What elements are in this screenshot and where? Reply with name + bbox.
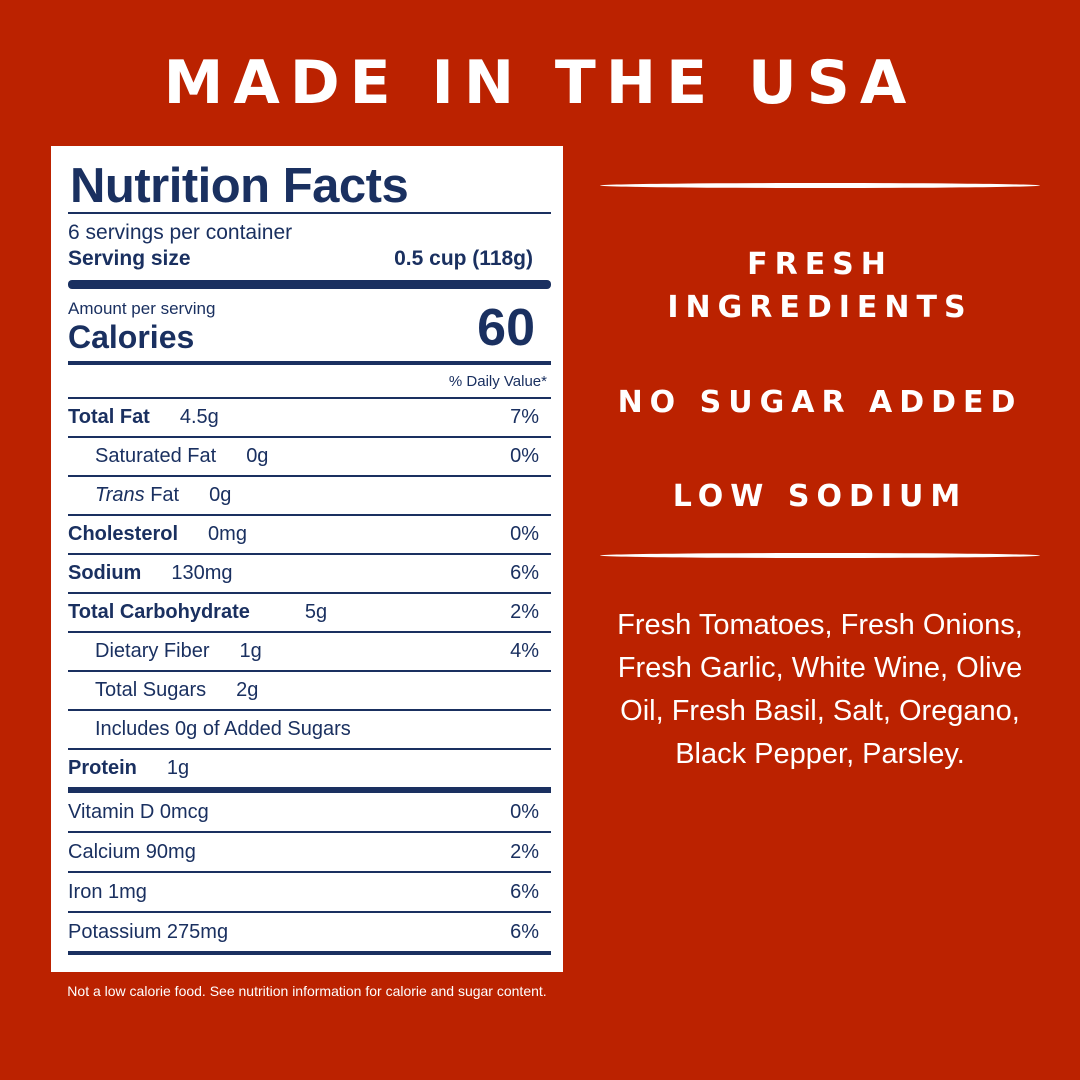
nutrient-name: Total Sugars [95,679,207,701]
vitamin-name: Potassium 275mg [68,920,229,943]
nutrient-name: Total Carbohydrate [68,601,250,623]
nutrient-row-cholesterol: Cholesterol 0mg 0% [68,516,551,555]
vitamin-row: Iron 1mg 6% [68,873,551,913]
vitamin-name: Vitamin D 0mcg [68,800,209,823]
nutrient-name: Total Fat [68,406,150,428]
vitamin-row: Calcium 90mg 2% [68,833,551,873]
nutrient-dv: 0% [510,445,539,467]
divider-medium [68,361,551,365]
nutrient-amount: 2g [236,679,259,701]
label-footnote: Not a low calorie food. See nutrition in… [67,983,547,999]
nutrient-name: Saturated Fat [95,445,217,467]
vitamin-dv: 0% [510,800,539,823]
benefit-no-sugar-added: NO SUGAR ADDED [617,385,1023,420]
amount-per-serving: Amount per serving [68,299,216,318]
ingredients-list: Fresh Tomatoes, Fresh Onions, Fresh Garl… [617,609,1023,770]
benefit-low-sodium: LOW SODIUM [672,479,968,514]
nutrient-row-total-sugars: Total Sugars 2g [68,672,551,711]
nutrient-row-sodium: Sodium 130mg 6% [68,555,551,594]
nutrient-amount: 5g [304,601,328,623]
nutrient-row-total-carbohydrate: Total Carbohydrate 5g 2% [68,594,551,633]
nutrient-row-trans-fat: Trans Fat 0g [68,477,551,516]
nutrient-row-added-sugars: Includes 0g of Added Sugars [68,711,551,750]
benefit-ingredients: INGREDIENTS [667,290,973,325]
nutrient-dv: 6% [510,562,539,584]
serving-size-value: 0.5 cup (118g) [394,247,533,270]
nutrient-row-dietary-fiber: Dietary Fiber 1g 4% [68,633,551,672]
benefit-fresh: FRESH [747,247,893,282]
nutrient-amount: 4.5g [179,406,219,428]
nutrition-facts-title: Nutrition Facts [70,159,409,213]
calories-value: 60 [477,299,535,357]
nutrient-amount: 0mg [208,523,247,545]
nutrient-row-saturated-fat: Saturated Fat 0g 0% [68,438,551,477]
serving-size-row: Serving size 0.5 cup (118g) [68,246,551,272]
nutrient-amount: 0g [246,445,269,467]
vitamin-dv: 2% [510,840,539,863]
vitamin-dv: 6% [510,880,539,903]
divider [68,397,551,399]
nutrient-name: Includes 0g of Added Sugars [95,718,351,740]
nutrient-dv: 7% [510,406,539,428]
vitamin-name: Calcium 90mg [68,840,196,863]
nutrient-row-total-fat: Total Fat 4.5g 7% [68,399,551,438]
nutrient-dv: 2% [510,601,539,623]
nutrient-row-protein: Protein 1g [68,750,551,793]
nutrient-name: Sodium [68,562,142,584]
vitamin-list: Vitamin D 0mcg 0% Calcium 90mg 2% Iron 1… [68,793,551,955]
vitamin-row: Vitamin D 0mcg 0% [68,793,551,833]
brush-divider-bottom [600,553,1040,558]
nutrient-name: Protein [68,757,137,779]
vitamin-dv: 6% [510,920,539,943]
brush-divider-top [600,183,1040,188]
nutrient-name: Cholesterol [68,523,179,545]
nutrient-amount: 1g [166,757,190,779]
nutrient-amount: 1g [239,640,262,662]
calories-label: Calories [68,319,195,355]
calories-block: Amount per serving Calories 60 [68,289,551,361]
nutrient-name-suffix: Fat [144,484,180,506]
vitamin-name: Iron 1mg [68,880,147,903]
nutrient-dv: 4% [510,640,539,662]
headline: MADE IN THE USA [163,48,917,118]
servings-per-container: 6 servings per container [68,221,293,244]
serving-size-label: Serving size [68,247,191,270]
nutrition-facts-label: Nutrition Facts 6 servings per container… [51,146,563,972]
nutrient-amount: 0g [209,484,232,506]
divider-thick [68,280,551,289]
divider [68,212,551,214]
nutrient-dv: 0% [510,523,539,545]
nutrient-name: Dietary Fiber [95,640,210,662]
nutrient-name: Trans [95,484,145,506]
nutrient-amount: 130mg [171,562,233,584]
daily-value-header: % Daily Value* [448,373,547,390]
vitamin-row: Potassium 275mg 6% [68,913,551,955]
